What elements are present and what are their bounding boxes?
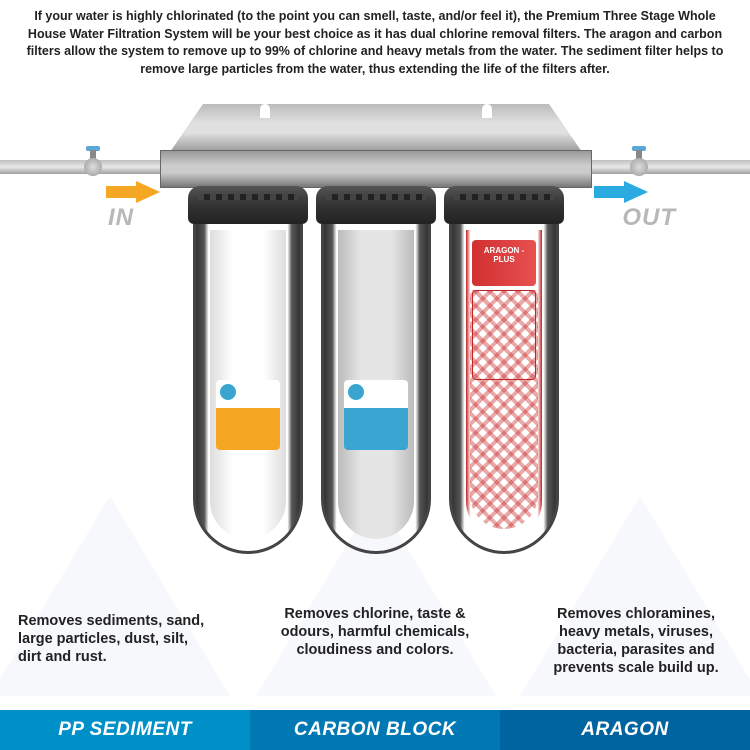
filter-cap-1 [188,186,308,224]
out-arrow-tail [594,186,624,198]
filter-cap-3 [444,186,564,224]
filter-cap-2 [316,186,436,224]
desc-carbon: Removes chlorine, taste & odours, harmfu… [275,605,475,659]
cartridge-label-3b [472,290,536,380]
cartridge-label-2 [344,380,408,450]
out-label: OUT [622,204,676,232]
filter-housing-2 [321,224,431,554]
filter-housing-1 [193,224,303,554]
in-label: IN [108,204,134,232]
mounting-bracket [170,104,582,152]
footer-carbon: CARBON BLOCK [250,710,500,750]
footer-aragon: ARAGON [500,710,750,750]
in-arrow-tail [106,186,136,198]
desc-sediment: Removes sediments, sand, large particles… [18,612,208,666]
filter-housing-3: ARAGON - PLUS [449,224,559,554]
footer-bar: PP SEDIMENT CARBON BLOCK ARAGON [0,710,750,750]
in-arrow-icon [136,181,160,203]
valve-in [78,152,108,182]
manifold [160,150,592,188]
intro-text: If your water is highly chlorinated (to … [0,0,750,86]
cartridge-carbon [338,230,414,539]
cartridge-aragon: ARAGON - PLUS [466,230,542,539]
filter-sediment [188,186,308,554]
desc-aragon: Removes chloramines, heavy metals, virus… [536,605,736,678]
cartridge-sediment [210,230,286,539]
filtration-diagram: IN OUT ARAGON - PLUS [0,86,750,636]
filter-carbon [316,186,436,554]
cartridge-label-3a: ARAGON - PLUS [472,240,536,286]
pipe-right [590,160,750,174]
footer-sediment: PP SEDIMENT [0,710,250,750]
filter-aragon: ARAGON - PLUS [444,186,564,554]
out-arrow-icon [624,181,648,203]
valve-out [624,152,654,182]
cartridge-label-1 [216,380,280,450]
